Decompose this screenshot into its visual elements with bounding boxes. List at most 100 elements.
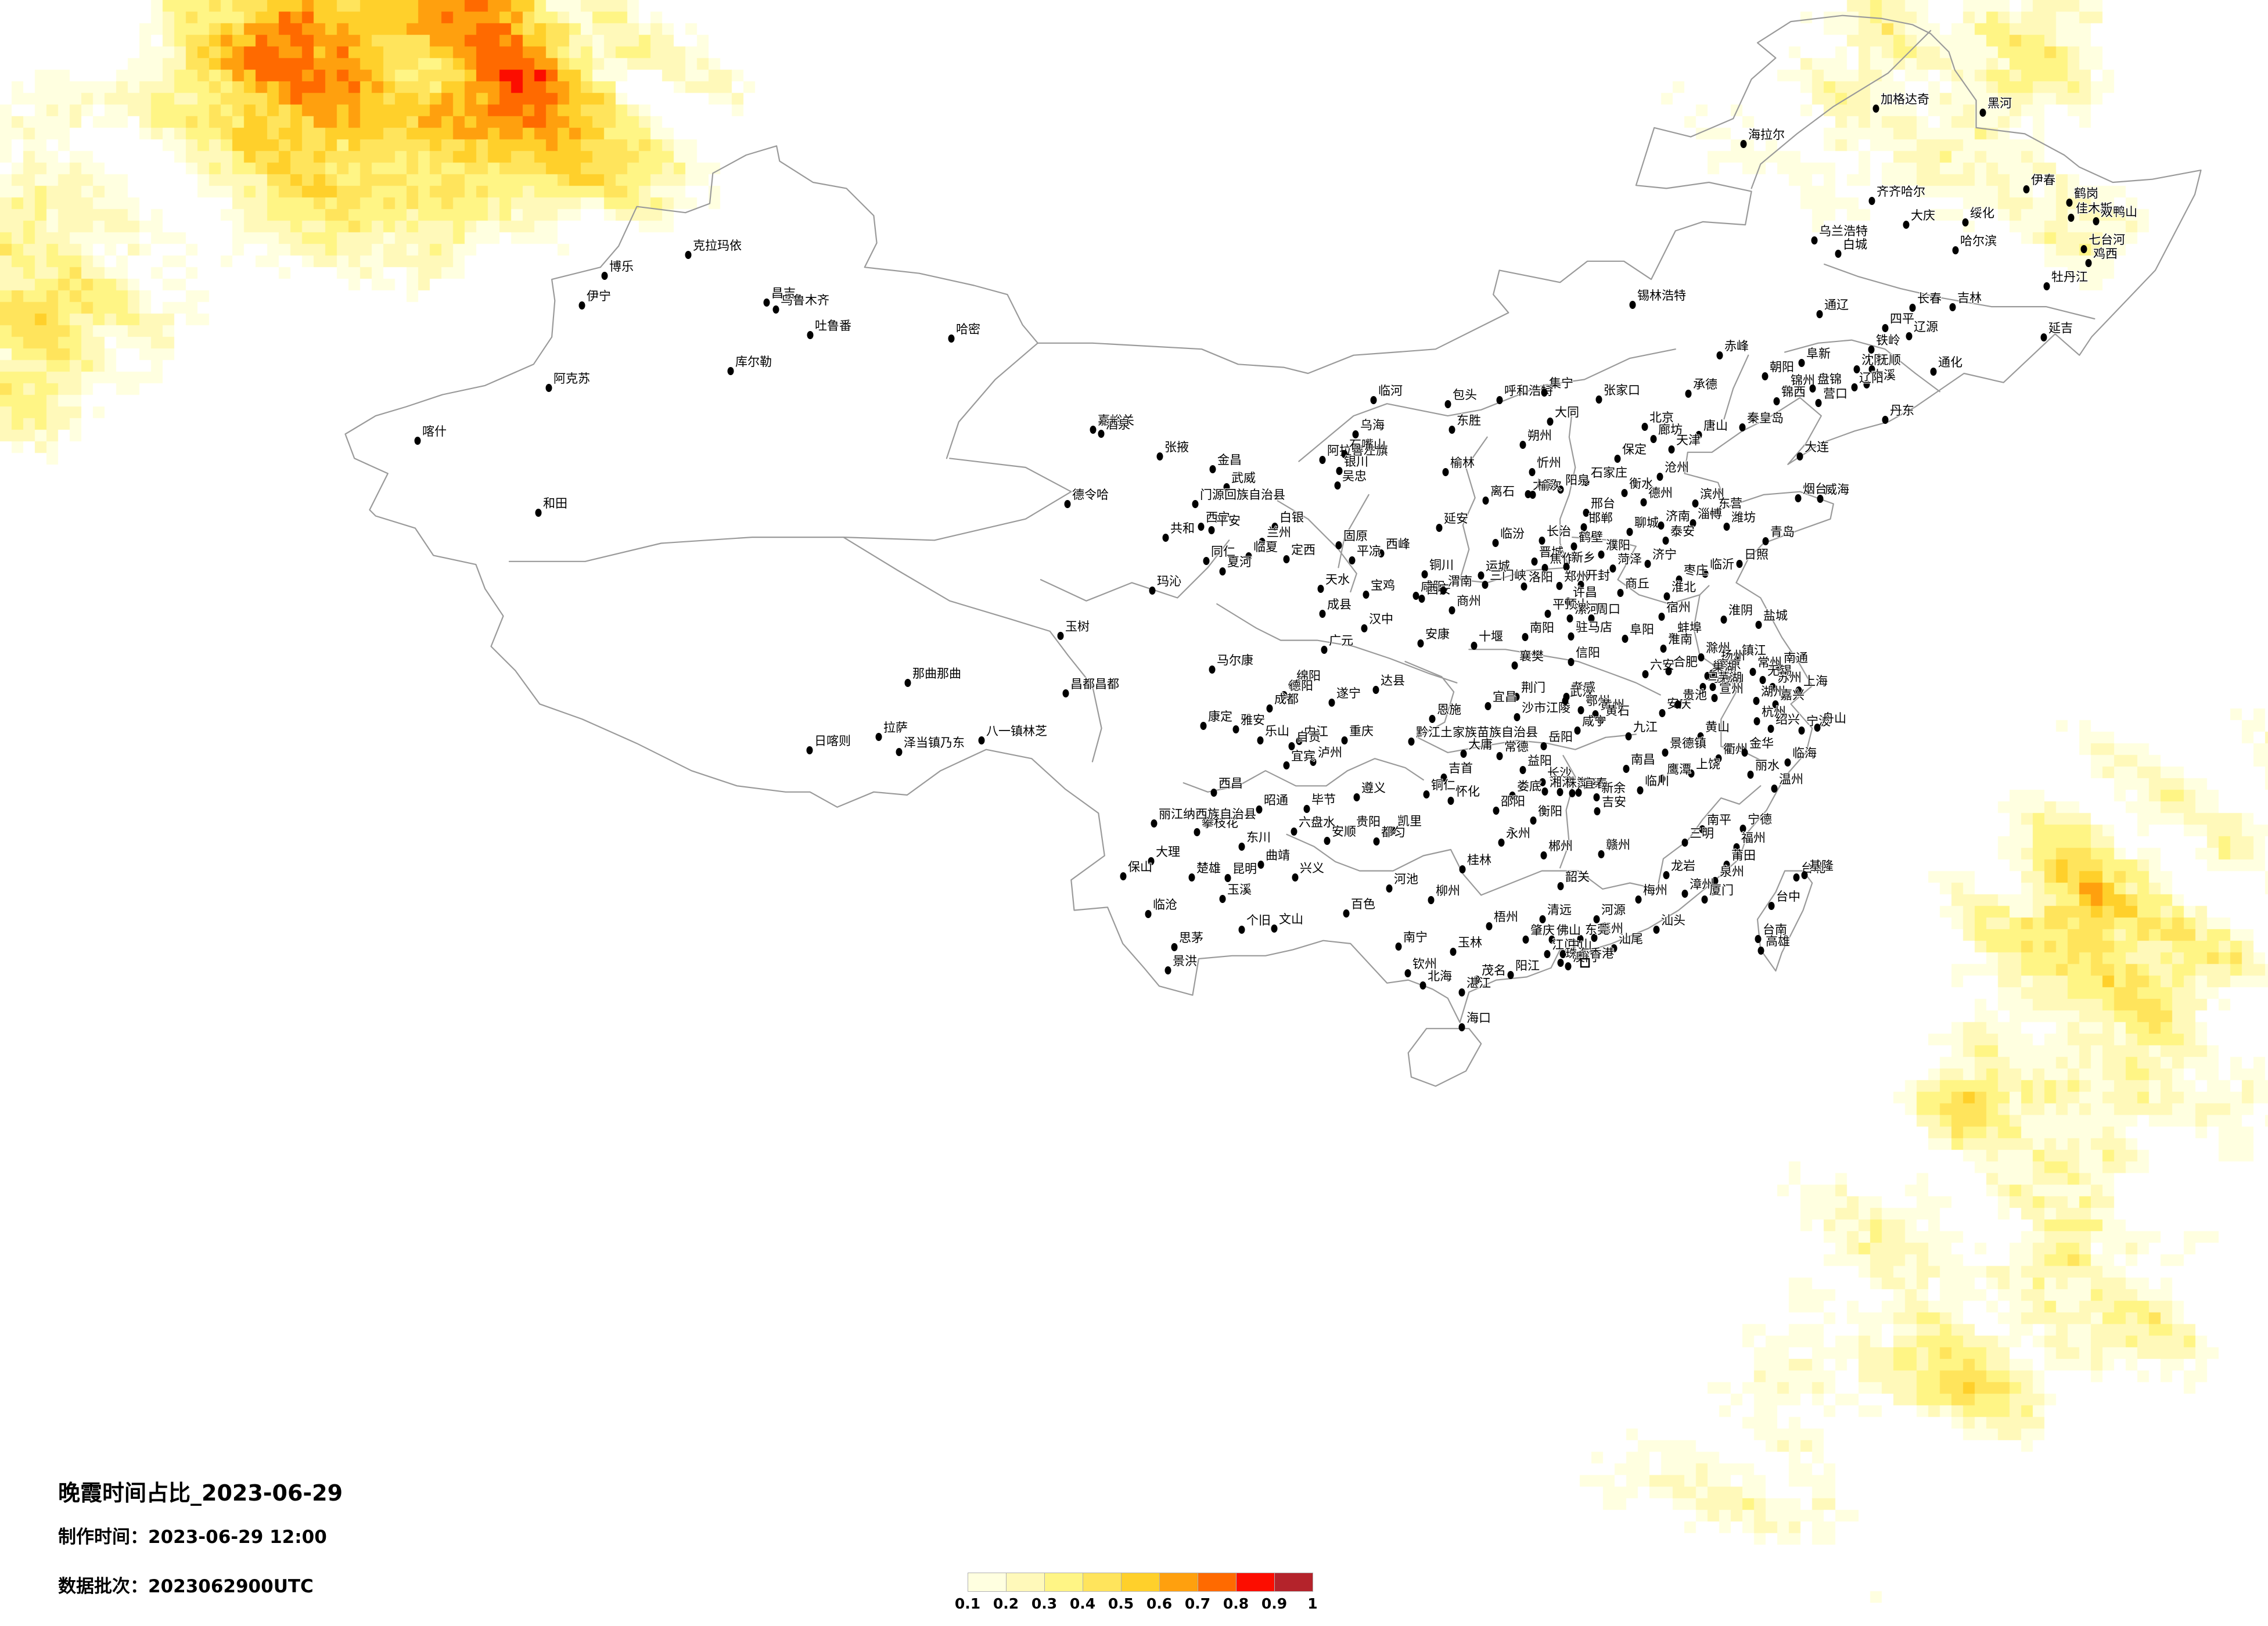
city-label: 佛山 (1557, 923, 1581, 937)
city-dot (1577, 581, 1584, 589)
city-label: 吉首 (1448, 761, 1473, 775)
batch-line: 数据批次：2023062900UTC (58, 1571, 343, 1598)
city-label: 芜湖 (1717, 671, 1742, 685)
border-path (1404, 661, 1637, 754)
city-label: 长沙 (1547, 766, 1572, 780)
city-dot (1547, 418, 1554, 426)
city-dot (1513, 693, 1520, 701)
legend-tick-label: 0.9 (1261, 1595, 1288, 1612)
city-label: 昌都昌都 (1070, 677, 1119, 691)
city-label: 宜春 (1583, 776, 1608, 790)
city-label: 武汉 (1570, 685, 1594, 699)
city-label: 孝感 (1571, 681, 1595, 695)
city-dot (1486, 922, 1493, 930)
city-label: 恩施 (1437, 703, 1461, 717)
legend-ticks: 0.1 0.2 0.3 0.4 0.5 0.6 0.7 0.8 0.9 1 (955, 1595, 1318, 1613)
city-dot (1557, 959, 1564, 967)
city-dot (1723, 861, 1730, 869)
city-label: 临川 (1645, 774, 1669, 788)
city-dot (1539, 915, 1546, 923)
city-label: 淮北 (1672, 580, 1696, 594)
city-dot (1171, 943, 1178, 951)
city-dot (685, 251, 692, 259)
city-label: 德阳 (1289, 679, 1313, 693)
city-dot (1259, 538, 1266, 546)
city-dot (1906, 332, 1913, 340)
city-label: 景德镇 (1670, 736, 1706, 750)
city-label: 宣州 (1719, 682, 1744, 696)
city-dot (1151, 819, 1158, 828)
city-label: 承德 (1693, 377, 1717, 391)
city-label: 烟台 (1803, 482, 1827, 496)
city-label: 宜宾 (1291, 749, 1315, 763)
city-label: 娄底 (1517, 779, 1541, 793)
city-dot (1442, 468, 1449, 476)
city-dot (1710, 509, 1717, 517)
city-dot (1210, 789, 1217, 797)
city-dot (1057, 632, 1064, 640)
border-path (1824, 263, 2096, 320)
legend-tick-label: 1 (1307, 1595, 1318, 1612)
city-label: 银川 (1344, 455, 1368, 469)
city-dot (1257, 736, 1264, 744)
city-label: 那曲那曲 (912, 667, 961, 681)
city-label: 佳木斯 (2076, 202, 2112, 215)
city-dot (1565, 598, 1572, 606)
city-label: 鄂州 (1586, 694, 1610, 708)
city-label: 滨州 (1700, 487, 1724, 501)
city-dot (1598, 850, 1605, 858)
city-dot (1522, 936, 1529, 944)
city-label: 榆林 (1450, 456, 1475, 470)
city-label: 潍坊 (1731, 510, 1756, 524)
city-dot (1903, 221, 1910, 229)
city-label: 阜阳 (1630, 623, 1654, 636)
city-label: 宝鸡 (1371, 578, 1395, 592)
city-dot (1563, 563, 1570, 571)
city-dot (1473, 976, 1480, 984)
city-label: 南宁 (1403, 930, 1428, 944)
city-label: 河池 (1394, 872, 1418, 886)
city-dot (1753, 697, 1760, 705)
city-dot (1782, 386, 1789, 394)
city-label: 临河 (1378, 384, 1403, 398)
city-label: 兴义 (1300, 861, 1324, 875)
city-dot (1548, 936, 1555, 944)
city-dot (1219, 895, 1226, 903)
city-dot (1793, 873, 1800, 882)
city-label: 镇江 (1742, 643, 1766, 657)
city-dot (1209, 665, 1216, 674)
city-dot (1699, 683, 1706, 691)
city-label: 湛江 (1467, 976, 1491, 990)
city-label: 钦州 (1412, 957, 1437, 971)
city-dot (1540, 851, 1547, 859)
city-dot (545, 384, 552, 392)
city-label: 沧州 (1665, 461, 1689, 474)
city-dot (978, 736, 985, 744)
city-label: 西宁 (1206, 510, 1230, 524)
city-label: 焦作 (1550, 552, 1574, 566)
city-label: 天水 (1325, 573, 1350, 587)
border-path (1723, 354, 1749, 420)
city-label: 台南 (1763, 923, 1787, 937)
city-label: 锦西 (1781, 385, 1806, 399)
city-label: 昌吉 (771, 286, 796, 300)
city-label: 西安 (1426, 582, 1451, 596)
city-label: 榆次 (1537, 479, 1562, 492)
city-dot (1660, 645, 1667, 653)
city-dot (1288, 681, 1295, 689)
city-dot (1498, 839, 1505, 847)
city-dot (1851, 383, 1858, 391)
city-dot (1575, 789, 1582, 797)
city-dot (1540, 742, 1547, 750)
city-dot (1418, 595, 1425, 603)
city-dot (2023, 185, 2030, 193)
city-dot (1194, 828, 1201, 836)
city-label: 泉州 (1720, 865, 1744, 879)
city-dot (1614, 455, 1621, 463)
city-label: 南阳 (1530, 621, 1554, 635)
city-dot (1529, 491, 1536, 499)
city-dot (1521, 582, 1527, 591)
legend-tick-label: 0.5 (1108, 1595, 1134, 1612)
city-dot (1868, 365, 1875, 373)
city-dot (1458, 988, 1465, 997)
